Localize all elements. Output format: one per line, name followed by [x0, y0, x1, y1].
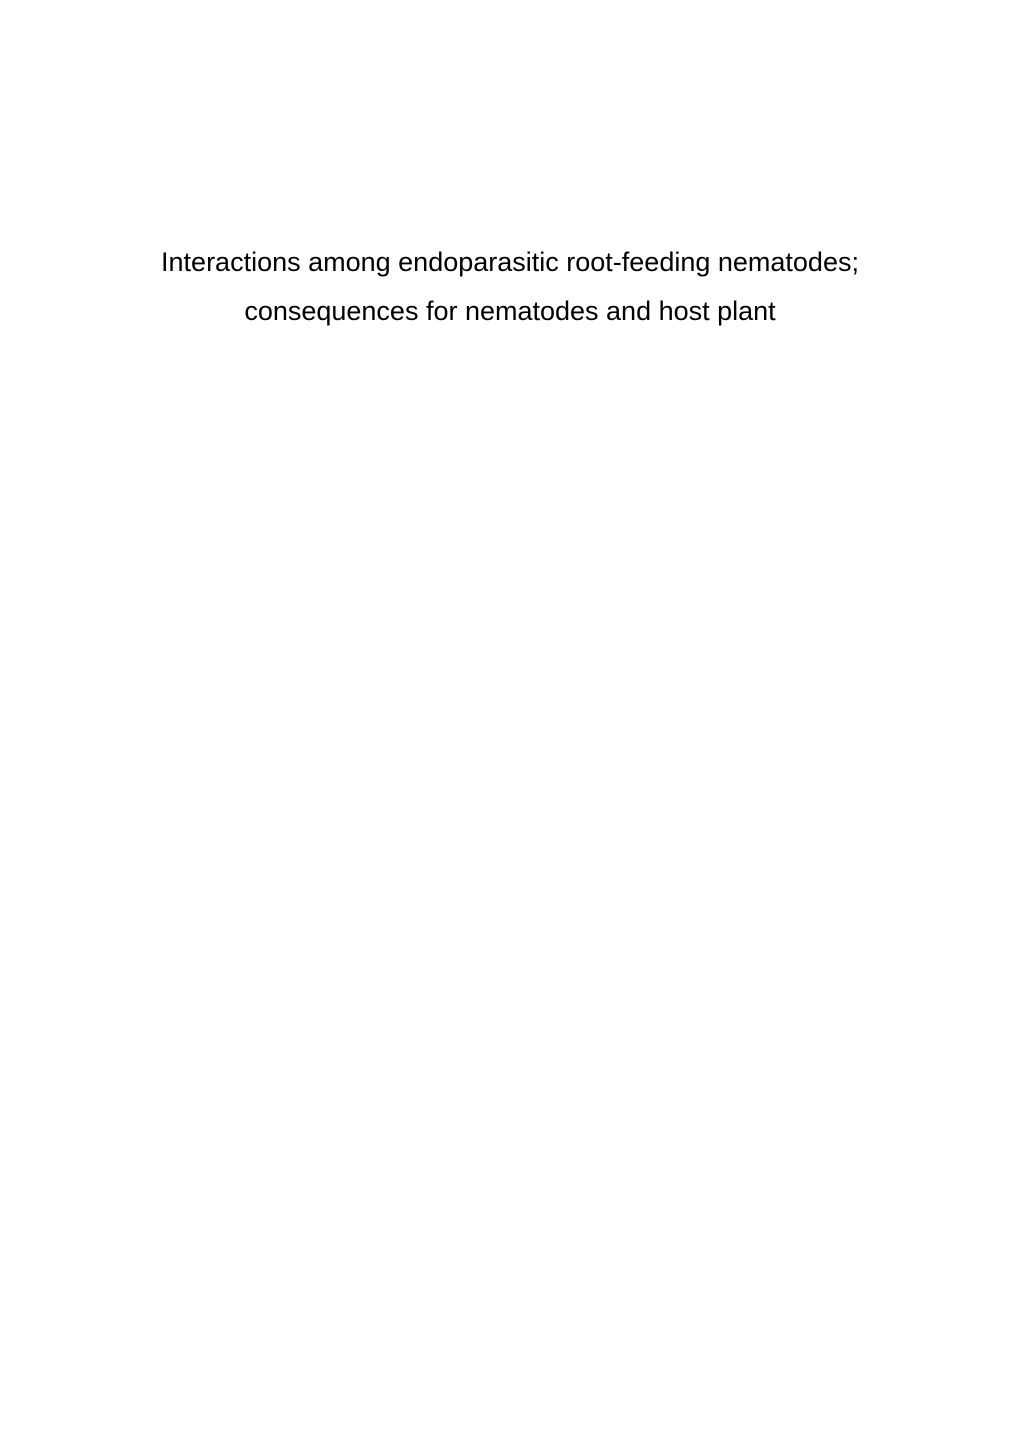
document-page: Interactions among endoparasitic root-fe… — [0, 0, 1020, 1443]
title-line-2: consequences for nematodes and host plan… — [100, 287, 920, 336]
title-block: Interactions among endoparasitic root-fe… — [100, 238, 920, 335]
title-line-1: Interactions among endoparasitic root-fe… — [100, 238, 920, 287]
